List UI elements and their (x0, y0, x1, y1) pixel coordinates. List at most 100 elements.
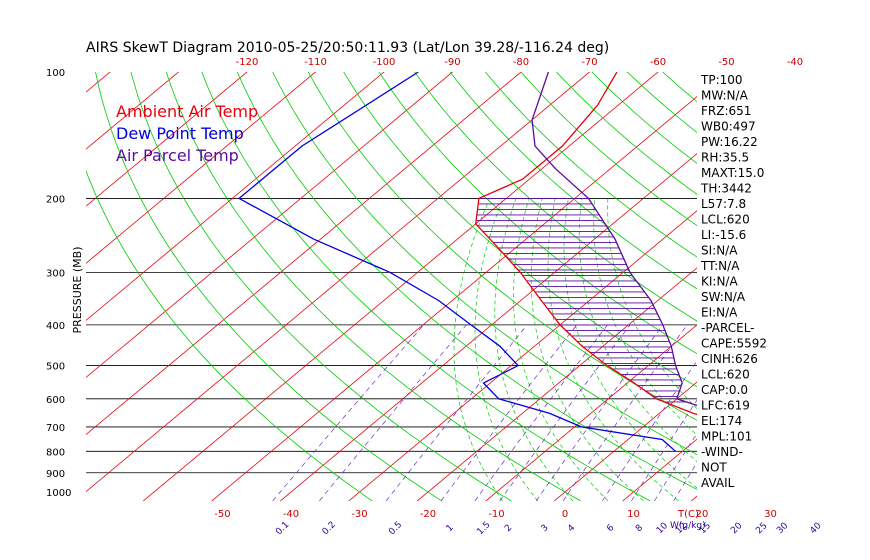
pressure-tick-label: 200 (46, 194, 65, 205)
mixing-ratio-line (272, 324, 424, 502)
stat-item: WB0:497 (701, 120, 756, 134)
top-temp-tick-label: -90 (444, 57, 460, 68)
mixing-ratio-tick-label: 4 (566, 523, 577, 534)
stat-item: CAP:0.0 (701, 383, 748, 397)
isotherm-line (828, 53, 870, 501)
isotherm-line (348, 210, 697, 502)
stat-item: TP:100 (700, 73, 743, 87)
stat-item: TH:3442 (700, 182, 752, 196)
mixing-ratio-tick-label: 8 (634, 523, 645, 534)
dry-adiabat-line (626, 72, 697, 134)
dry-adiabat-line (414, 72, 697, 322)
mixing-ratio-line (440, 324, 578, 502)
dry-adiabat-line (555, 72, 697, 195)
isotherm-line (554, 381, 697, 502)
isotherm-line (86, 72, 522, 436)
isotherm-line (760, 53, 870, 501)
isotherm-line (417, 267, 697, 502)
moist-adiabat-line (547, 198, 679, 502)
pressure-tick-label: 900 (46, 469, 65, 480)
stat-item: RH:35.5 (701, 151, 749, 165)
y-axis-title: PRESSURE (MB) (71, 247, 84, 334)
moist-adiabat-line (513, 198, 609, 502)
pressure-tick-label: 700 (46, 423, 65, 434)
stat-item: -WIND- (701, 445, 743, 459)
dry-adiabat-line (165, 72, 581, 502)
stat-item: SI:N/A (701, 244, 738, 258)
mixing-ratio-line (775, 325, 870, 501)
bottom-temp-tick-label: 0 (562, 509, 568, 520)
isotherm-line (485, 324, 697, 502)
bottom-temp-tick-label: -40 (283, 509, 299, 520)
stat-item: EL:174 (701, 414, 742, 428)
stat-item: KI:N/A (701, 275, 738, 289)
mixing-ratio-line (536, 324, 664, 502)
moist-adiabat-line (474, 198, 538, 502)
pressure-tick-label: 300 (46, 268, 65, 279)
dry-adiabat-line (307, 72, 697, 421)
stat-item: MAXT:15.0 (701, 166, 764, 180)
isotherm-line (86, 72, 111, 93)
legend-entry: Dew Point Temp (116, 124, 244, 143)
bottom-temp-tick-label: -10 (488, 509, 504, 520)
legend: Ambient Air Temp Dew Point Temp Air Parcel… (116, 102, 258, 165)
stat-item: LI:-15.6 (701, 228, 746, 242)
pressure-tick-label: 500 (46, 362, 65, 373)
isotherm-line (280, 153, 697, 502)
top-temp-tick-label: -70 (581, 57, 597, 68)
stat-item: TT:N/A (700, 259, 740, 273)
pressure-tick-label: 100 (46, 68, 65, 79)
isotherm-line (86, 72, 248, 207)
dry-adiabat-line (343, 72, 697, 388)
pressure-tick-label: 600 (46, 395, 65, 406)
dry-adiabat-line (780, 53, 870, 501)
isotherm-line (211, 96, 697, 502)
cape-hatching (476, 197, 687, 403)
bottom-temp-tick-label: -50 (214, 509, 230, 520)
bottom-temp-tick-label: 20 (696, 509, 709, 520)
mixing-ratio-tick-label: 1.5 (475, 520, 492, 537)
mixing-ratio-tick-label: 2 (503, 523, 514, 534)
moist-adiabat-line (530, 198, 644, 502)
stat-item: AVAIL (701, 476, 735, 490)
pressure-tick-label: 1000 (46, 488, 71, 499)
mixing-ratio-tick-label: 0.5 (387, 520, 404, 537)
bottom-temp-tick-label: 10 (627, 509, 640, 520)
mixing-ratio-tick-label: 1 (445, 523, 456, 534)
dry-adiabat-line (201, 72, 651, 502)
dry-adiabat-line (746, 53, 870, 501)
pressure-tick-label: 400 (46, 321, 65, 332)
dry-adiabat-line (130, 72, 512, 502)
mixing-ratio-line (474, 324, 608, 502)
dry-adiabat-line (378, 72, 697, 355)
stat-item: PW:16.22 (701, 135, 758, 149)
mixing-ratio-tick-label: 25 (754, 521, 769, 536)
x-axis-title: T(C) (677, 509, 699, 520)
mixing-ratio-line (385, 324, 528, 502)
stat-item: SW:N/A (701, 290, 746, 304)
moist-adiabat-line (453, 198, 503, 502)
moist-adiabat-line (494, 198, 574, 502)
dry-adiabat-line (520, 72, 697, 227)
stat-item: L57:7.8 (701, 197, 746, 211)
grid-layer (86, 53, 870, 502)
bottom-temp-tick-label: -30 (351, 509, 367, 520)
stat-item: CAPE:5592 (701, 337, 767, 351)
moist-adiabat-line (563, 198, 697, 489)
bottom-temp-tick-label: 30 (764, 509, 777, 520)
mixing-ratio-line (754, 325, 858, 501)
dry-adiabat-line (662, 72, 697, 103)
isotherm-line (86, 72, 591, 493)
top-temp-tick-label: -40 (787, 57, 803, 68)
mixing-ratio-line (319, 324, 467, 502)
top-temp-tick-label: -60 (650, 57, 666, 68)
dry-adiabat-line (849, 53, 870, 501)
moist-adiabat-line (593, 198, 697, 436)
stat-item: -PARCEL- (701, 321, 755, 335)
dry-adiabat-line (814, 53, 870, 501)
stat-item: NOT (701, 461, 727, 475)
dry-adiabat-line (95, 72, 442, 502)
stat-item: LCL:620 (701, 368, 750, 382)
